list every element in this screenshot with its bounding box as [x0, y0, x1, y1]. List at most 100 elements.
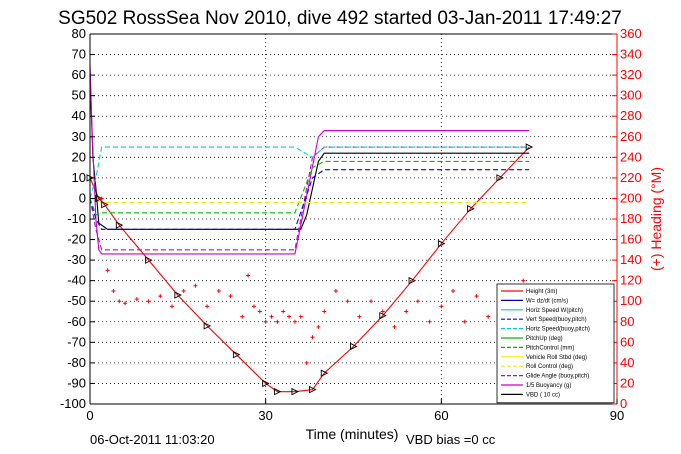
legend-label: PitchUp (deg): [526, 336, 563, 342]
footer-timestamp: 06-Oct-2011 11:03:20: [90, 432, 215, 447]
heading-point: [404, 309, 409, 314]
height-marker: [232, 350, 241, 359]
right-tick-label: 60: [620, 334, 634, 349]
legend-label: Vehicle Roll Stbd (deg): [526, 355, 587, 361]
height-marker: [273, 387, 282, 396]
heading-point: [369, 299, 374, 304]
left-axis-ticks: -100-90-80-70-60-50-40-30-20-10010203040…: [60, 26, 95, 411]
right-tick-label: 260: [620, 129, 642, 144]
heading-point: [474, 294, 479, 299]
left-tick-label: 30: [72, 129, 86, 144]
height-marker: [309, 385, 317, 394]
left-tick-label: -30: [67, 252, 86, 267]
legend-label: Glide Angle (buoy,pitch): [526, 374, 589, 380]
heading-point: [521, 278, 526, 283]
x-tick-label: 0: [86, 408, 93, 423]
left-tick-label: -50: [67, 293, 86, 308]
heading-point: [228, 294, 233, 299]
height-marker: [291, 387, 299, 396]
height-marker: [350, 342, 358, 351]
legend-label: Height (3m): [526, 289, 557, 295]
heading-point: [298, 314, 303, 319]
right-tick-label: 300: [620, 88, 642, 103]
heading-point: [111, 288, 116, 293]
heading-point: [486, 314, 491, 319]
heading-point: [99, 196, 104, 201]
height-marker: [525, 143, 534, 151]
height-marker: [379, 311, 387, 320]
legend: Height (3m) W= dz/dt (cm/s) Horiz Speed W(…: [496, 283, 615, 404]
right-axis-label: (+) Heading (°M): [648, 167, 664, 271]
legend-label: W= dz/dt (cm/s): [526, 298, 568, 304]
legend-label: Horiz Speed(buoy,pitch): [526, 327, 590, 333]
chart-title: SG502 RossSea Nov 2010, dive 492 started…: [58, 8, 622, 29]
legend-label: Vert Speed(buoy,pitch): [526, 317, 587, 323]
x-tick-label: 60: [434, 408, 448, 423]
footer-vbd-bias: VBD bias =0 cc: [406, 432, 496, 447]
left-tick-label: 0: [79, 190, 86, 205]
heading-point: [123, 301, 128, 306]
left-tick-label: -20: [67, 232, 86, 247]
x-axis-ticks: 0 30 60 90: [86, 399, 624, 423]
height-marker: [467, 204, 475, 213]
heading-point: [193, 283, 198, 288]
legend-box: [496, 283, 615, 404]
heading-point: [281, 309, 286, 314]
heading-point: [216, 288, 221, 293]
series-line-pitchcontrol-mm: [89, 160, 530, 216]
left-tick-label: 70: [72, 47, 86, 62]
height-marker: [203, 322, 212, 330]
heading-point: [240, 314, 245, 319]
heading-point: [451, 288, 456, 293]
left-tick-label: -90: [67, 375, 86, 390]
x-axis-label: Time (minutes): [306, 426, 399, 442]
height-marker: [174, 291, 182, 299]
heading-point: [263, 319, 268, 324]
heading-point: [246, 273, 251, 278]
right-tick-label: 100: [620, 293, 642, 308]
left-tick-label: -100: [60, 396, 86, 411]
grid-lines: [90, 34, 617, 404]
height-marker: [408, 276, 417, 285]
heading-point: [333, 288, 338, 293]
heading-point: [117, 299, 122, 304]
heading-point: [169, 304, 174, 309]
heading-point: [392, 324, 397, 329]
heading-point: [269, 314, 274, 319]
heading-point: [205, 304, 210, 309]
left-tick-label: 40: [72, 108, 86, 123]
heading-point: [345, 299, 350, 304]
legend-label: PitchControl (mm): [526, 345, 574, 351]
right-tick-label: 0: [620, 396, 627, 411]
height-marker: [145, 256, 153, 264]
x-tick-label: 90: [610, 408, 624, 423]
heading-point: [275, 319, 280, 324]
heading-point: [251, 304, 256, 309]
height-marker: [262, 379, 270, 388]
right-tick-label: 200: [620, 190, 642, 205]
right-tick-label: 360: [620, 26, 642, 41]
heading-point: [380, 309, 385, 314]
left-tick-label: -10: [67, 211, 86, 226]
heading-point: [304, 360, 309, 365]
height-marker: [496, 174, 504, 182]
left-tick-label: 50: [72, 88, 86, 103]
height-marker: [320, 369, 329, 377]
x-tick-label: 30: [258, 408, 272, 423]
right-tick-label: 340: [620, 47, 642, 62]
left-tick-label: -80: [67, 355, 86, 370]
right-axis-ticks: 0 20 40 60 80 100 120 140 160 180 200 220 240 260 280 3…: [612, 26, 642, 411]
left-tick-label: 10: [72, 170, 86, 185]
heading-point: [287, 314, 292, 319]
legend-label: Roll Control (deg): [526, 364, 573, 370]
legend-label: Horiz Speed W(pitch): [526, 308, 583, 314]
height-markers: [86, 143, 534, 396]
heading-point: [322, 309, 327, 314]
heading-point: [310, 335, 315, 340]
legend-label: VBD ( 10 cc): [526, 392, 560, 398]
series-line-height-3m: [89, 146, 530, 393]
right-tick-label: 320: [620, 67, 642, 82]
height-marker: [95, 194, 103, 203]
right-tick-label: 140: [620, 252, 642, 267]
